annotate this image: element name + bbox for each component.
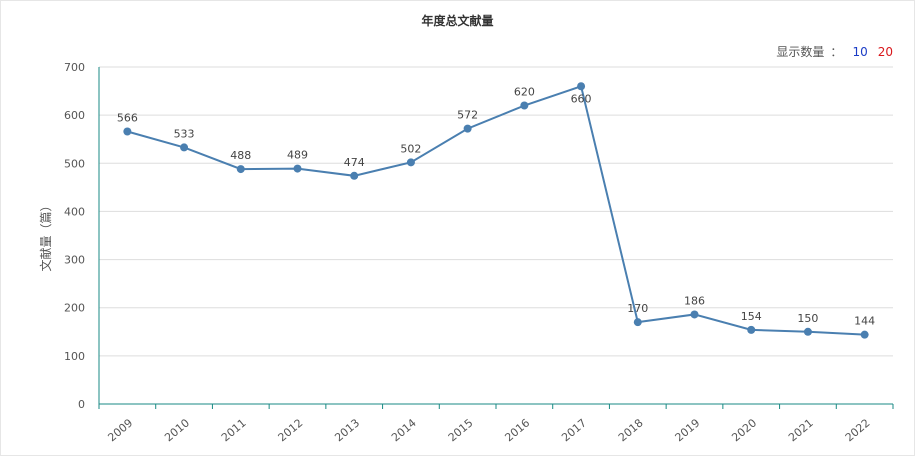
data-point <box>180 143 189 152</box>
display-count-control: 显示数量 ： 10 20 <box>776 43 893 60</box>
y-axis-label: 文献量（篇） <box>38 199 53 271</box>
data-point <box>406 158 415 167</box>
display-count-colon: ： <box>830 45 843 59</box>
y-tick-label: 0 <box>78 398 85 411</box>
x-tick-label: 2021 <box>786 416 816 444</box>
data-label: 154 <box>741 310 762 323</box>
data-point <box>633 318 642 327</box>
data-label: 474 <box>344 156 365 169</box>
data-point <box>803 327 812 336</box>
data-label: 144 <box>854 315 875 328</box>
display-count-option-10[interactable]: 10 <box>852 45 868 59</box>
y-tick-label: 400 <box>64 205 85 218</box>
data-label: 150 <box>797 312 818 325</box>
display-count-label: 显示数量 <box>776 45 825 59</box>
data-point <box>690 310 699 319</box>
data-label: 660 <box>571 92 592 105</box>
x-tick-label: 2010 <box>162 416 192 444</box>
data-point <box>747 325 756 334</box>
data-label: 620 <box>514 86 535 99</box>
y-tick-label: 500 <box>64 157 85 170</box>
x-tick-label: 2013 <box>332 416 362 444</box>
x-tick-label: 2022 <box>843 416 873 444</box>
data-point <box>350 171 359 180</box>
data-label: 566 <box>117 112 138 125</box>
x-tick-label: 2015 <box>446 416 476 444</box>
x-tick-label: 2018 <box>616 416 646 444</box>
x-tick-label: 2020 <box>729 416 759 444</box>
data-point <box>123 127 132 136</box>
data-point <box>577 82 586 91</box>
data-label: 502 <box>400 142 421 155</box>
x-tick-label: 2011 <box>219 416 249 444</box>
series-line <box>127 84 865 336</box>
x-tick-label: 2016 <box>502 416 532 444</box>
data-label: 572 <box>457 109 478 122</box>
x-tick-label: 2014 <box>389 416 419 444</box>
data-label: 489 <box>287 149 308 162</box>
y-tick-label: 200 <box>64 302 85 315</box>
x-tick-label: 2019 <box>673 416 703 444</box>
data-label: 533 <box>174 127 195 140</box>
y-tick-label: 100 <box>64 350 85 363</box>
data-point <box>236 165 245 174</box>
y-tick-label: 600 <box>64 109 85 122</box>
chart-title: 年度总文献量 <box>421 14 494 28</box>
x-tick-label: 2012 <box>276 416 306 444</box>
data-point <box>860 330 869 339</box>
display-count-option-20[interactable]: 20 <box>877 45 893 59</box>
y-tick-label: 300 <box>64 254 85 267</box>
data-point <box>293 164 302 173</box>
data-point <box>520 101 529 110</box>
data-label: 186 <box>684 294 705 307</box>
data-label: 170 <box>627 302 648 315</box>
y-tick-label: 700 <box>64 61 85 74</box>
x-tick-label: 2009 <box>105 416 135 444</box>
data-point <box>463 124 472 133</box>
data-label: 488 <box>230 149 251 162</box>
x-tick-label: 2017 <box>559 416 589 444</box>
